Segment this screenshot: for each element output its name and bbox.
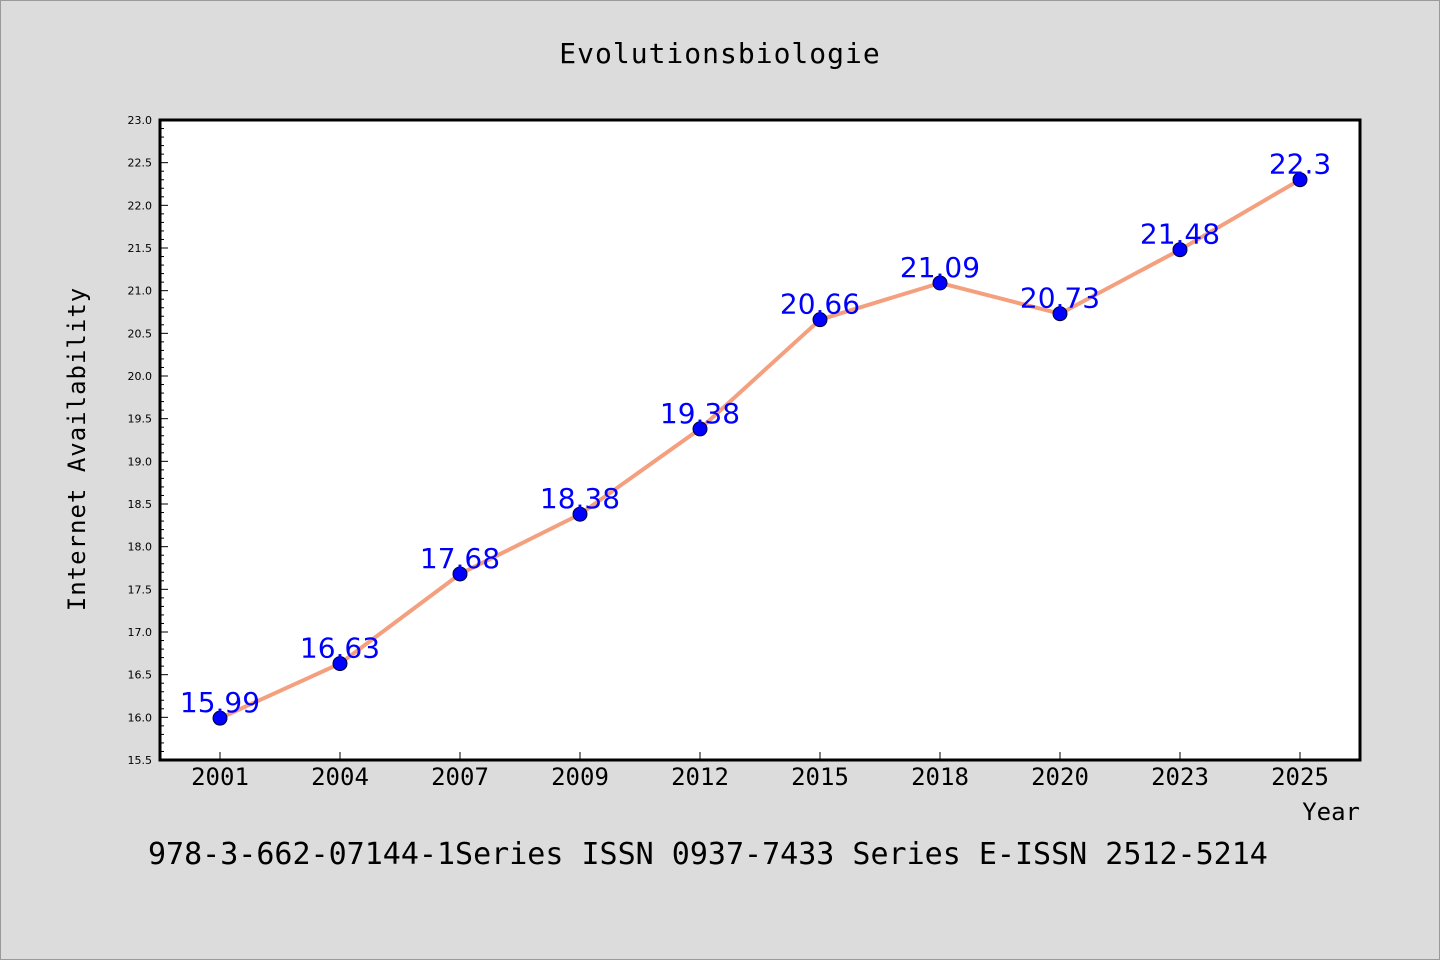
y-tick-label: 17.5 bbox=[128, 583, 153, 596]
x-tick-label: 2001 bbox=[191, 763, 249, 791]
series-line bbox=[218, 177, 1302, 721]
x-tick-label: 2009 bbox=[551, 763, 609, 791]
data-label: 18.38 bbox=[540, 482, 620, 515]
y-tick-label: 20.0 bbox=[128, 370, 153, 383]
data-label: 20.73 bbox=[1020, 282, 1100, 315]
data-label: 22.3 bbox=[1269, 148, 1331, 181]
y-tick-label: 21.5 bbox=[128, 242, 153, 255]
data-label: 19.38 bbox=[660, 397, 740, 430]
y-tick-label: 15.5 bbox=[128, 754, 153, 767]
x-tick-label: 2020 bbox=[1031, 763, 1089, 791]
y-tick-label: 22.5 bbox=[128, 157, 153, 170]
data-point bbox=[572, 506, 588, 522]
x-tick-label: 2018 bbox=[911, 763, 969, 791]
y-tick-label: 20.5 bbox=[128, 327, 153, 340]
x-tick-label: 2015 bbox=[791, 763, 849, 791]
data-label: 21.48 bbox=[1140, 218, 1220, 251]
data-label: 20.66 bbox=[780, 288, 860, 321]
data-point bbox=[692, 421, 708, 437]
x-tick-label: 2023 bbox=[1151, 763, 1209, 791]
x-tick-label: 2004 bbox=[311, 763, 369, 791]
data-point bbox=[1172, 242, 1188, 258]
footer-text: 978-3-662-07144-1Series ISSN 0937-7433 S… bbox=[148, 837, 1268, 872]
y-tick-label: 22.0 bbox=[128, 199, 153, 212]
y-axis-label: Internet Availability bbox=[63, 287, 91, 611]
data-label: 17.68 bbox=[420, 542, 500, 575]
data-label: 21.09 bbox=[900, 251, 980, 284]
data-point bbox=[212, 710, 228, 726]
data-point bbox=[452, 566, 468, 582]
x-axis-label: Year bbox=[1302, 798, 1360, 826]
data-point bbox=[1292, 172, 1308, 188]
y-tick-label: 16.5 bbox=[128, 669, 153, 682]
chart-title: Evolutionsbiologie bbox=[559, 37, 880, 70]
y-tick-label: 18.5 bbox=[128, 498, 153, 511]
y-tick-label: 21.0 bbox=[128, 285, 153, 298]
data-point bbox=[812, 312, 828, 328]
y-tick-label: 23.0 bbox=[128, 114, 153, 127]
data-point bbox=[932, 275, 948, 291]
x-tick-label: 2012 bbox=[671, 763, 729, 791]
data-point bbox=[1052, 306, 1068, 322]
x-tick-label: 2007 bbox=[431, 763, 489, 791]
y-tick-label: 18.0 bbox=[128, 541, 153, 554]
plot-frame bbox=[158, 118, 1362, 762]
y-tick-label: 16.0 bbox=[128, 711, 153, 724]
x-tick-label: 2025 bbox=[1271, 763, 1329, 791]
y-tick-label: 17.0 bbox=[128, 626, 153, 639]
data-label: 15.99 bbox=[180, 686, 260, 719]
y-tick-label: 19.0 bbox=[128, 455, 153, 468]
data-point bbox=[332, 656, 348, 672]
y-tick-label: 19.5 bbox=[128, 413, 153, 426]
plot-area bbox=[160, 120, 1360, 760]
data-label: 16.63 bbox=[300, 632, 380, 665]
